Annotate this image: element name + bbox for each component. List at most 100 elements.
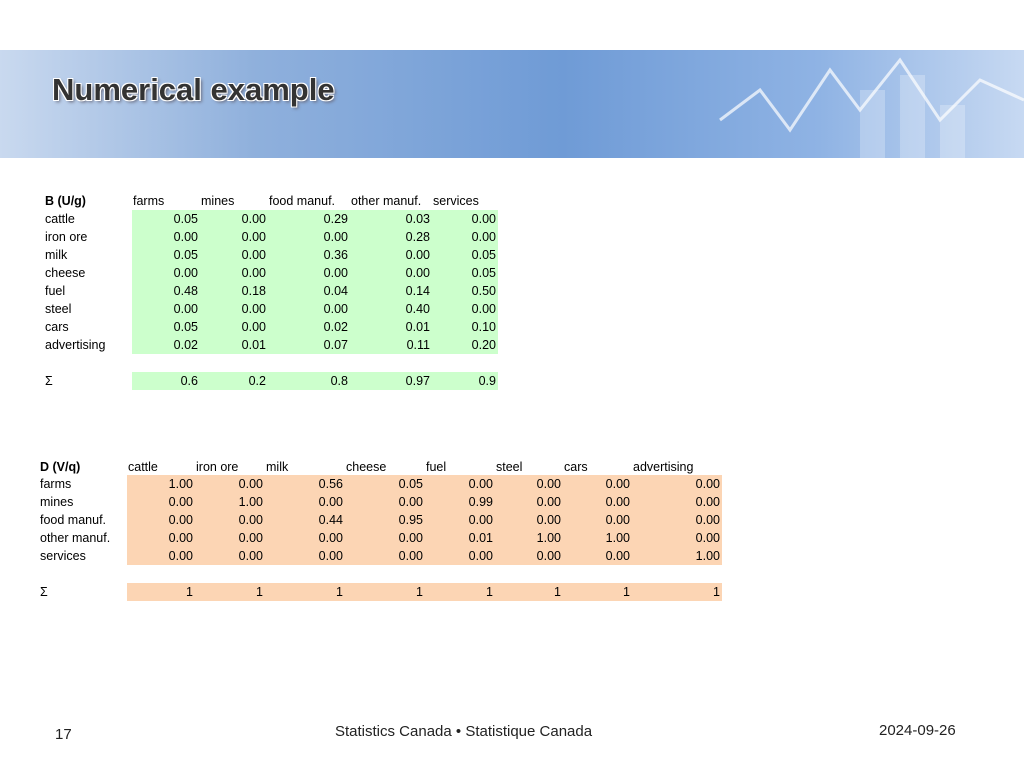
cell-value: 0.00 xyxy=(241,248,266,262)
sum-row: Σ 0.6 0.2 0.8 0.97 0.9 xyxy=(45,372,498,390)
row-label: fuel xyxy=(45,284,66,298)
row-fill xyxy=(127,511,722,529)
cell-value: 0.03 xyxy=(405,212,430,226)
cell-value: 0.00 xyxy=(241,320,266,334)
footer-source: Statistics Canada • Statistique Canada xyxy=(335,723,593,740)
row-label: cars xyxy=(45,320,69,334)
cell-value: 0.00 xyxy=(605,477,630,491)
cell-value: 0.00 xyxy=(695,531,720,545)
cell-value: 1 xyxy=(623,585,630,599)
cell-value: 1.00 xyxy=(168,477,193,491)
cell-value: 1 xyxy=(713,585,720,599)
row-fill xyxy=(132,264,498,282)
cell-value: 0.00 xyxy=(323,302,348,316)
row-label: mines xyxy=(40,495,74,509)
cell-value: 0.44 xyxy=(318,513,343,527)
slide-title: Numerical example xyxy=(52,72,335,107)
cell-value: 0.00 xyxy=(238,549,263,563)
cell-value: 0.00 xyxy=(695,495,720,509)
column-header: food manuf. xyxy=(269,194,336,208)
header-row: B (U/g) farms mines food manuf. other manuf.… xyxy=(45,173,498,209)
cell-value: 0.2 xyxy=(248,374,266,388)
corner-label: D (V/q) xyxy=(40,460,81,474)
cell-value: 0.29 xyxy=(323,212,348,226)
cell-value: 0.00 xyxy=(318,549,343,563)
cell-value: 0.00 xyxy=(605,549,630,563)
cell-value: 0.95 xyxy=(398,513,423,527)
cell-value: 0.00 xyxy=(605,513,630,527)
footer-date: 2024-09-26 xyxy=(879,722,956,739)
cell-value: 0.00 xyxy=(405,248,430,262)
data-row: farms 1.00 0.00 0.56 0.05 0.00 0.00 0.00 0.00 xyxy=(40,475,722,493)
sum-row: Σ 1 1 1 1 1 1 1 1 xyxy=(40,583,722,601)
row-fill xyxy=(127,529,722,547)
row-label: services xyxy=(40,549,86,563)
cell-value: 0.00 xyxy=(323,266,348,280)
column-header: mines xyxy=(201,194,235,208)
column-header: cheese xyxy=(346,460,387,474)
data-row: milk 0.05 0.00 0.36 0.00 0.05 xyxy=(45,246,498,264)
row-label: farms xyxy=(40,477,72,491)
cell-value: 1.00 xyxy=(238,495,263,509)
cell-value: 0.00 xyxy=(241,302,266,316)
cell-value: 0.00 xyxy=(241,266,266,280)
cell-value: 0.00 xyxy=(536,495,561,509)
cell-value: 0.50 xyxy=(471,284,496,298)
row-fill xyxy=(127,547,722,565)
row-label: cheese xyxy=(45,266,86,280)
column-header: other manuf. xyxy=(351,194,422,208)
data-row: mines 0.00 1.00 0.00 0.00 0.99 0.00 0.00 0.00 xyxy=(40,493,722,511)
cell-value: 0.07 xyxy=(323,338,348,352)
column-header: services xyxy=(433,194,479,208)
cell-value: 0.14 xyxy=(405,284,430,298)
cell-value: 0.00 xyxy=(398,531,423,545)
cell-value: 1 xyxy=(256,585,263,599)
cell-value: 0.00 xyxy=(468,477,493,491)
cell-value: 0.02 xyxy=(323,320,348,334)
row-label: food manuf. xyxy=(40,513,107,527)
cell-value: 0.00 xyxy=(168,531,193,545)
cell-value: 1 xyxy=(416,585,423,599)
row-label: advertising xyxy=(45,338,106,352)
cell-value: 0.00 xyxy=(173,302,198,316)
cell-value: 0.48 xyxy=(173,284,198,298)
data-row: other manuf. 0.00 0.00 0.00 0.00 0.01 1.00 1.00… xyxy=(40,529,722,547)
cell-value: 0.00 xyxy=(238,477,263,491)
row-fill xyxy=(132,300,498,318)
cell-value: 0.00 xyxy=(398,549,423,563)
data-row: fuel 0.48 0.18 0.04 0.14 0.50 xyxy=(45,282,498,300)
cell-value: 0.00 xyxy=(241,212,266,226)
cell-value: 0.00 xyxy=(405,266,430,280)
row-label: other manuf. xyxy=(40,531,111,545)
data-row: advertising 0.02 0.01 0.07 0.11 0.20 xyxy=(45,336,498,354)
data-row: cheese 0.00 0.00 0.00 0.00 0.05 xyxy=(45,264,498,282)
cell-value: 0.00 xyxy=(536,549,561,563)
cell-value: 0.00 xyxy=(238,513,263,527)
row-fill xyxy=(132,246,498,264)
cell-value: 0.00 xyxy=(398,495,423,509)
column-header: cars xyxy=(564,460,588,474)
row-label: milk xyxy=(45,248,68,262)
cell-value: 0.18 xyxy=(241,284,266,298)
column-header: cattle xyxy=(128,460,158,474)
cell-value: 1 xyxy=(336,585,343,599)
cell-value: 0.05 xyxy=(398,477,423,491)
row-label: cattle xyxy=(45,212,75,226)
row-fill xyxy=(132,318,498,336)
row-fill xyxy=(127,493,722,511)
cell-value: 0.9 xyxy=(478,374,496,388)
cell-value: 0.00 xyxy=(536,477,561,491)
cell-value: 1.00 xyxy=(605,531,630,545)
row-fill xyxy=(132,372,498,390)
cell-value: 1.00 xyxy=(536,531,561,545)
cell-value: 0.05 xyxy=(471,266,496,280)
page-number: 17 xyxy=(55,726,72,743)
cell-value: 0.00 xyxy=(323,230,348,244)
cell-value: 0.05 xyxy=(173,248,198,262)
cell-value: 0.00 xyxy=(173,266,198,280)
row-label: steel xyxy=(45,302,72,316)
cell-value: 0.00 xyxy=(695,513,720,527)
data-row: iron ore 0.00 0.00 0.00 0.28 0.00 xyxy=(45,228,498,246)
cell-value: 0.05 xyxy=(173,320,198,334)
